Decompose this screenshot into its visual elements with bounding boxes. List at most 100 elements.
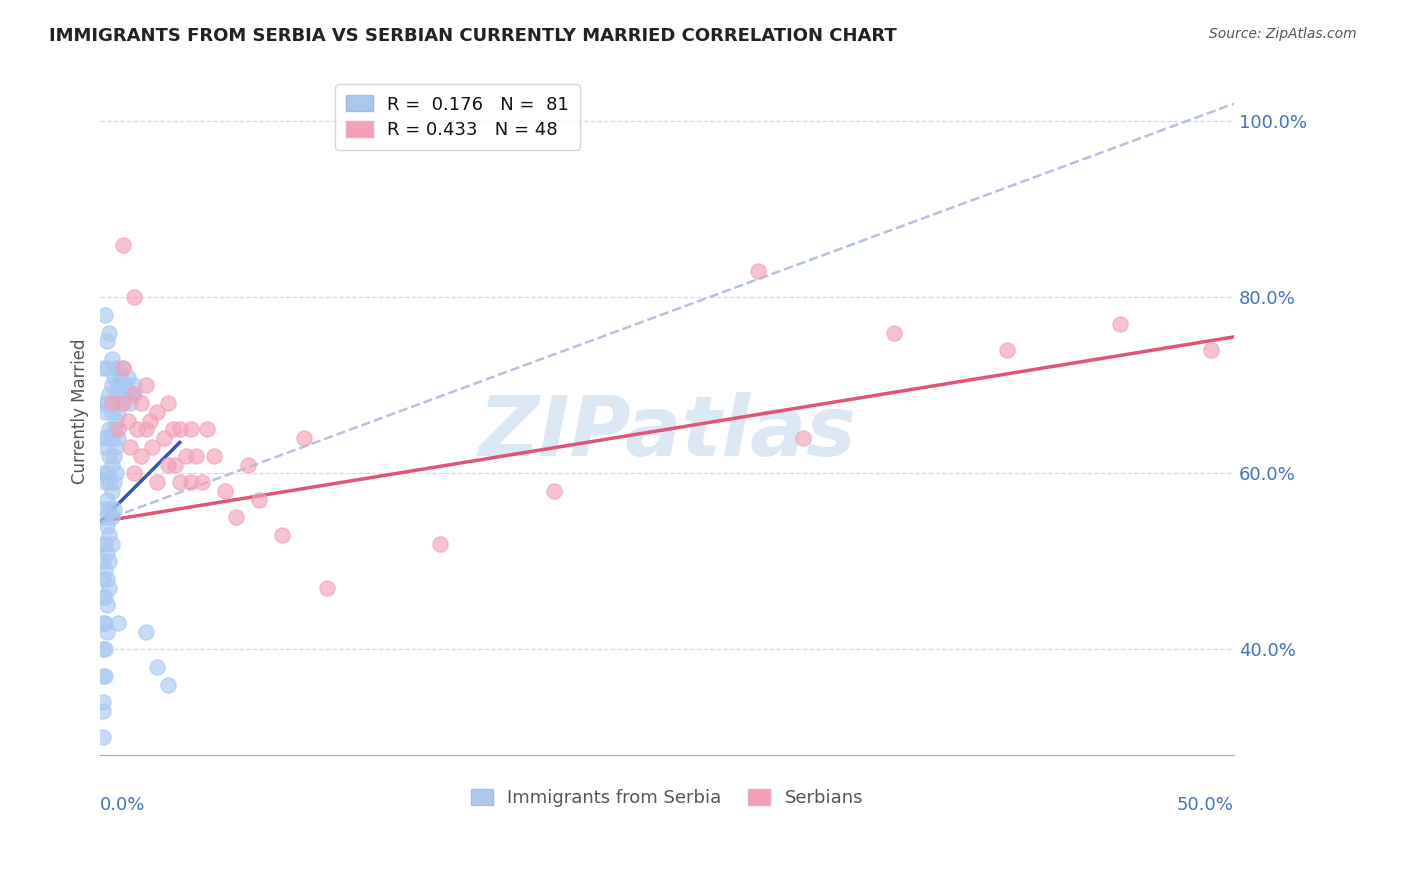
- Point: [184, 449, 207, 463]
- Point: [316, 581, 339, 595]
- Point: [105, 467, 128, 481]
- Point: [169, 475, 191, 489]
- Point: [111, 387, 134, 401]
- Point: [91, 537, 114, 551]
- Point: [180, 422, 202, 436]
- Text: ZIPatlas: ZIPatlas: [478, 392, 856, 473]
- Point: [98, 387, 121, 401]
- Point: [114, 378, 136, 392]
- Point: [125, 422, 148, 436]
- Point: [94, 642, 117, 657]
- Text: Source: ZipAtlas.com: Source: ZipAtlas.com: [1209, 27, 1357, 41]
- Point: [107, 422, 129, 436]
- Point: [96, 519, 118, 533]
- Point: [100, 405, 122, 419]
- Point: [105, 440, 128, 454]
- Point: [747, 264, 769, 278]
- Point: [191, 475, 214, 489]
- Point: [98, 422, 121, 436]
- Point: [107, 405, 129, 419]
- Point: [100, 537, 122, 551]
- Point: [195, 422, 218, 436]
- Point: [103, 449, 125, 463]
- Point: [94, 669, 117, 683]
- Point: [100, 510, 122, 524]
- Point: [124, 290, 146, 304]
- Point: [110, 396, 132, 410]
- Point: [105, 413, 128, 427]
- Point: [292, 431, 315, 445]
- Text: 0.0%: 0.0%: [100, 796, 146, 814]
- Point: [96, 599, 118, 613]
- Point: [98, 581, 121, 595]
- Point: [141, 440, 163, 454]
- Point: [96, 624, 118, 639]
- Point: [91, 731, 114, 745]
- Point: [96, 467, 118, 481]
- Point: [883, 326, 905, 340]
- Point: [98, 449, 121, 463]
- Point: [98, 475, 121, 489]
- Point: [94, 563, 117, 577]
- Point: [105, 360, 128, 375]
- Point: [995, 343, 1018, 358]
- Point: [91, 695, 114, 709]
- Point: [91, 467, 114, 481]
- Point: [180, 475, 202, 489]
- Point: [135, 422, 157, 436]
- Point: [103, 422, 125, 436]
- Point: [107, 431, 129, 445]
- Text: IMMIGRANTS FROM SERBIA VS SERBIAN CURRENTLY MARRIED CORRELATION CHART: IMMIGRANTS FROM SERBIA VS SERBIAN CURREN…: [49, 27, 897, 45]
- Point: [94, 615, 117, 630]
- Point: [124, 387, 146, 401]
- Point: [94, 590, 117, 604]
- Point: [103, 501, 125, 516]
- Point: [225, 510, 247, 524]
- Point: [121, 387, 143, 401]
- Point: [118, 440, 141, 454]
- Point: [169, 422, 191, 436]
- Point: [111, 396, 134, 410]
- Point: [247, 492, 270, 507]
- Point: [543, 483, 565, 498]
- Point: [100, 483, 122, 498]
- Point: [94, 308, 117, 322]
- Point: [270, 528, 292, 542]
- Point: [157, 677, 180, 691]
- Point: [98, 528, 121, 542]
- Point: [107, 615, 129, 630]
- Point: [111, 360, 134, 375]
- Point: [96, 545, 118, 559]
- Point: [91, 615, 114, 630]
- Point: [100, 396, 122, 410]
- Point: [94, 510, 117, 524]
- Y-axis label: Currently Married: Currently Married: [72, 339, 89, 484]
- Point: [146, 475, 169, 489]
- Legend: Immigrants from Serbia, Serbians: Immigrants from Serbia, Serbians: [464, 781, 870, 814]
- Point: [111, 360, 134, 375]
- Point: [1199, 343, 1222, 358]
- Point: [118, 396, 141, 410]
- Point: [236, 458, 259, 472]
- Point: [105, 387, 128, 401]
- Point: [103, 475, 125, 489]
- Point: [153, 431, 176, 445]
- Point: [146, 405, 169, 419]
- Point: [111, 237, 134, 252]
- Point: [100, 431, 122, 445]
- Point: [96, 492, 118, 507]
- Point: [157, 396, 180, 410]
- Point: [135, 378, 157, 392]
- Point: [129, 396, 152, 410]
- Point: [91, 590, 114, 604]
- Point: [94, 537, 117, 551]
- Point: [176, 449, 198, 463]
- Point: [98, 554, 121, 568]
- Point: [117, 369, 139, 384]
- Point: [124, 378, 146, 392]
- Point: [100, 351, 122, 366]
- Point: [162, 422, 184, 436]
- Point: [139, 413, 162, 427]
- Point: [103, 396, 125, 410]
- Point: [91, 669, 114, 683]
